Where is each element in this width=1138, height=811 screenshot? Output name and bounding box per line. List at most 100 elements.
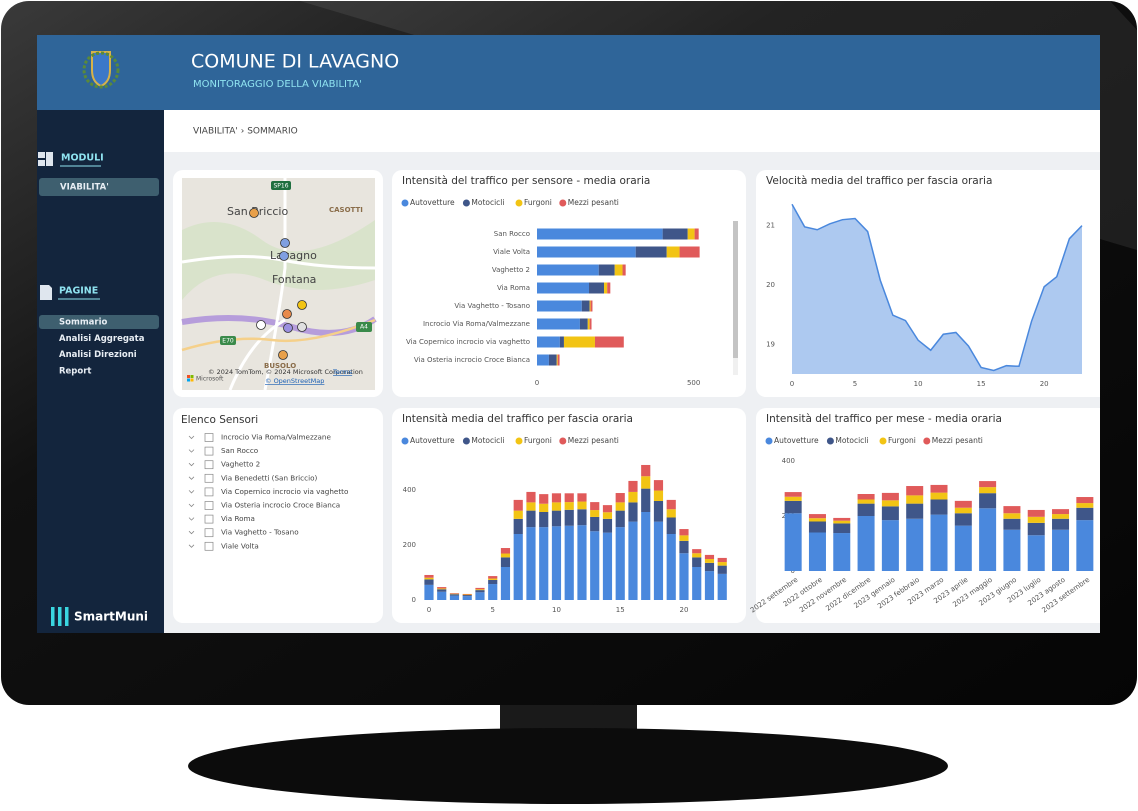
bar-segment (500, 557, 511, 567)
chevron[interactable] (188, 462, 195, 467)
page-active[interactable] (39, 315, 159, 329)
bar-segment (577, 501, 587, 510)
bar-segment (1052, 518, 1070, 530)
bar-segment (679, 246, 700, 258)
bar-segment (881, 520, 899, 571)
chevron[interactable] (188, 544, 195, 548)
sensor-name: Via Benedetti (San Briccio) (221, 473, 317, 482)
road-label: SP16 (273, 183, 288, 190)
checkbox[interactable] (204, 501, 214, 510)
bar-segment (424, 579, 434, 585)
y-tick-label: Via Roma (497, 284, 530, 292)
chevron[interactable] (188, 503, 195, 508)
bar-segment (589, 318, 592, 330)
page-link[interactable]: Sommario (59, 318, 108, 328)
y-tick-label: Vaghetto 2 (492, 266, 530, 274)
bar-segment (577, 525, 587, 600)
bar-segment (590, 516, 600, 532)
modules-icon (38, 152, 45, 158)
page-link[interactable]: Analisi Aggregata (59, 334, 145, 344)
map-terms-link[interactable]: Terms (332, 368, 353, 376)
sensor-marker[interactable] (279, 251, 289, 261)
page-link[interactable]: Report (59, 366, 92, 376)
legend-swatch (923, 437, 931, 445)
pages-icon (40, 285, 52, 300)
bar-segment (602, 532, 613, 600)
x-tick-label: 10 (914, 380, 923, 388)
bar-segment (537, 336, 560, 348)
bar-segment (475, 590, 485, 593)
bar-segment (653, 501, 664, 522)
bar-segment (559, 336, 564, 348)
bar-segment (1052, 509, 1070, 515)
bar-segment (551, 493, 562, 503)
sensor-marker[interactable] (282, 309, 292, 319)
bar-segment (488, 579, 498, 585)
x-tick-label: 15 (977, 380, 986, 388)
bar-segment (602, 505, 613, 513)
checkbox[interactable] (204, 528, 214, 538)
header-subtitle: MONITORAGGIO DELLA VIABILITA' (193, 79, 362, 90)
scrollbar-thumb[interactable] (733, 221, 738, 358)
y-tick-label: Viale Volta (493, 248, 530, 256)
bar-segment (666, 246, 680, 258)
y-tick-label: 400 (782, 457, 795, 465)
bar-segment (551, 526, 562, 600)
bar-segment (1052, 514, 1070, 519)
chevron[interactable] (188, 530, 195, 535)
bar-segment (808, 518, 826, 522)
y-tick-label: 20 (766, 281, 775, 289)
sensor-marker[interactable] (278, 350, 288, 360)
map-osm-link[interactable]: © OpenStreetMap (265, 377, 324, 385)
bar-segment (881, 500, 899, 507)
bar-segment (577, 509, 587, 526)
bar-segment (635, 246, 667, 258)
checkbox[interactable] (204, 460, 214, 470)
bar-segment (563, 336, 595, 348)
page-link[interactable]: Analisi Direzioni (59, 350, 137, 360)
bar-segment (449, 593, 460, 594)
chevron[interactable] (188, 449, 195, 453)
bar-segment (979, 481, 997, 488)
sensor-marker[interactable] (283, 323, 293, 333)
y-tick-label: San Rocco (494, 230, 530, 238)
checkbox[interactable] (204, 433, 214, 442)
x-tick-label: 0 (790, 380, 794, 388)
chevron[interactable] (188, 490, 195, 494)
sensor-marker[interactable] (297, 300, 307, 310)
bar-segment (1052, 529, 1070, 571)
bar-segment (808, 514, 826, 519)
chevron[interactable] (188, 517, 195, 521)
legend-label: Mezzi pesanti (932, 436, 983, 445)
legend-label: Furgoni (524, 198, 552, 207)
sensor-marker[interactable] (297, 322, 307, 332)
legend-swatch (462, 437, 470, 445)
checkbox[interactable] (204, 541, 214, 551)
bar-segment (641, 464, 651, 477)
checkbox[interactable] (204, 487, 214, 497)
legend-swatch (879, 437, 887, 445)
legend-swatch (462, 199, 470, 207)
module-active[interactable] (39, 178, 159, 196)
sensor-marker[interactable] (280, 238, 290, 248)
x-tick-label: 20 (680, 606, 689, 614)
bar-segment (628, 491, 638, 503)
sensor-marker[interactable] (249, 208, 259, 218)
checkbox[interactable] (204, 446, 214, 456)
line (791, 203, 1083, 372)
bar-segment (590, 510, 600, 517)
module-link[interactable]: VIABILITA' (60, 183, 109, 193)
bar-segment (594, 336, 624, 348)
bar-segment (808, 521, 826, 533)
chevron[interactable] (188, 435, 195, 440)
checkbox[interactable] (204, 514, 214, 524)
legend-swatch (401, 199, 409, 207)
checkbox[interactable] (204, 473, 214, 483)
chevron[interactable] (188, 476, 195, 480)
bar-segment (857, 494, 875, 500)
brand-logo (58, 607, 62, 626)
sensor-marker[interactable] (256, 320, 266, 330)
bar-segment (488, 576, 498, 579)
bar-segment (717, 573, 727, 600)
